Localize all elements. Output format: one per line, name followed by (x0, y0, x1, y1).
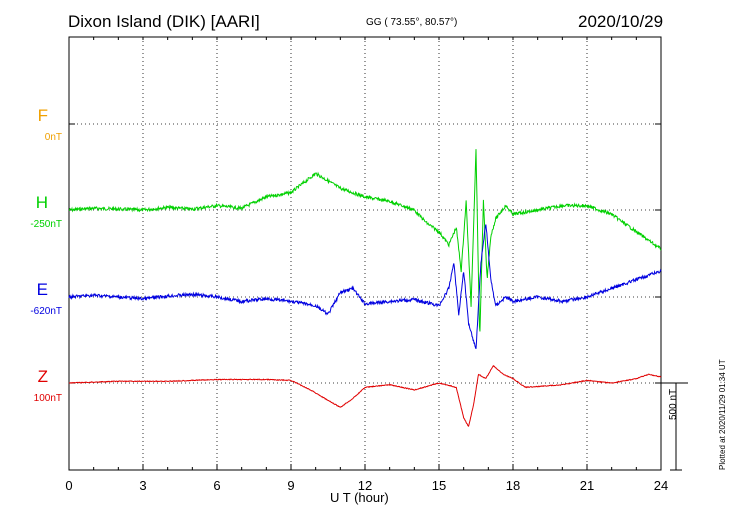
component-label-z: Z (37, 367, 48, 386)
baseline-label-f: 0nT (44, 132, 62, 143)
station-title: Dixon Island (DIK) [AARI] (68, 12, 260, 31)
x-tick-label: 21 (580, 478, 594, 493)
baseline-label-e: -620nT (30, 306, 62, 317)
series-line-z (68, 364, 662, 427)
x-tick-label: 12 (358, 478, 372, 493)
plot-date: 2020/10/29 (578, 12, 664, 31)
baseline-label-h: -250nT (30, 219, 62, 230)
station-coordinates: GG ( 73.55°, 80.57°) (366, 17, 458, 28)
x-tick-label: 15 (432, 478, 446, 493)
component-label-e: E (36, 280, 48, 299)
series-line-h (68, 149, 662, 332)
scale-bar-label: 500 nT (668, 388, 679, 420)
component-label-h: H (35, 193, 48, 212)
x-axis-label: U T (hour) (330, 490, 389, 505)
x-tick-label: 6 (213, 478, 220, 493)
series-lines (68, 149, 662, 427)
vertical-grid (142, 37, 588, 470)
baseline-label-z: 100nT (33, 393, 62, 404)
scale-bar (657, 382, 688, 471)
x-tick-label: 18 (506, 478, 520, 493)
x-tick-marks (68, 37, 662, 470)
x-tick-label: 9 (287, 478, 294, 493)
x-tick-label: 24 (654, 478, 668, 493)
x-tick-label: 3 (139, 478, 146, 493)
component-label-f: F (37, 106, 48, 125)
series-line-e (68, 224, 662, 350)
x-tick-labels: 0 3 6 9 12 15 18 21 24 (65, 478, 668, 493)
x-tick-label: 0 (65, 478, 72, 493)
plotted-timestamp: Plotted at 2020/11/29 01:34 UT (718, 359, 727, 470)
